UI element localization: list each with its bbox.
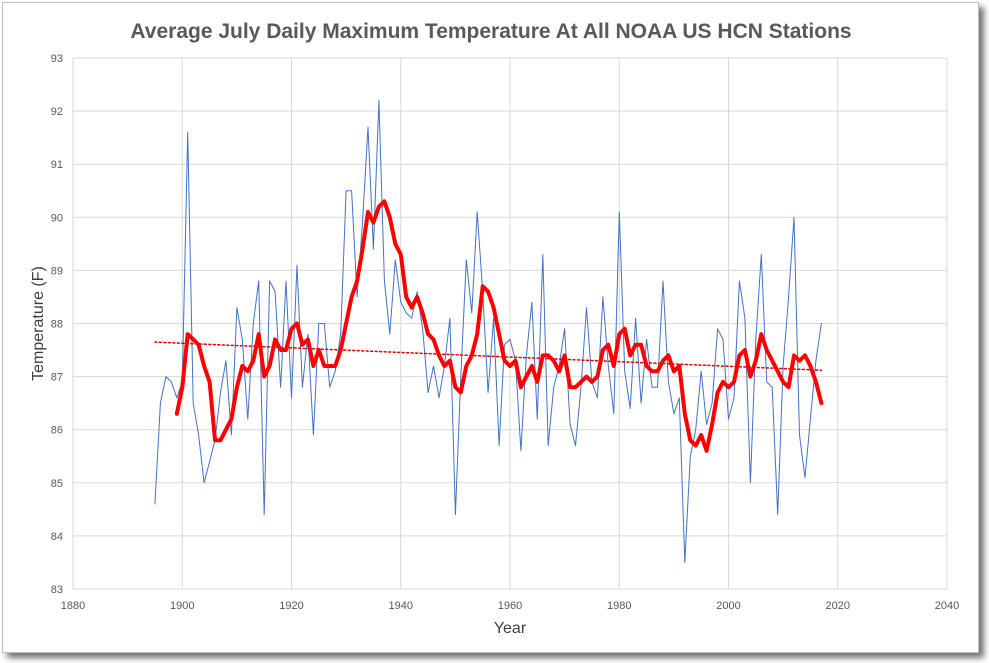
y-tick-label: 91 [51, 159, 63, 171]
y-tick-label: 85 [51, 478, 63, 490]
y-tick-label: 89 [51, 265, 63, 277]
x-tick-label: 2000 [716, 600, 740, 612]
chart-title: Average July Daily Maximum Temperature A… [130, 20, 851, 43]
trend-series-line [154, 341, 823, 371]
y-tick-labels: 83 84 85 86 87 88 89 90 91 92 93 [51, 53, 63, 596]
x-tick-label: 1960 [498, 600, 522, 612]
y-tick-label: 88 [51, 319, 63, 331]
y-tick-label: 84 [51, 531, 63, 543]
y-tick-label: 90 [51, 212, 63, 224]
x-tick-label: 1900 [170, 600, 194, 612]
y-tick-label: 93 [51, 53, 63, 65]
x-tick-label: 1980 [607, 600, 631, 612]
y-tick-label: 87 [51, 372, 63, 384]
series-lines [154, 100, 824, 563]
y-tick-label: 92 [51, 106, 63, 118]
x-tick-label: 1940 [389, 600, 413, 612]
annual-series-line [154, 100, 822, 563]
x-tick-label: 2040 [935, 600, 959, 612]
x-tick-label: 1880 [61, 600, 85, 612]
x-tick-label: 2020 [826, 600, 850, 612]
x-axis-title: Year [494, 620, 527, 637]
x-tick-label: 1920 [279, 600, 303, 612]
y-tick-label: 83 [51, 584, 63, 596]
y-axis-title: Temperature (F) [30, 266, 47, 381]
chart-frame: Average July Daily Maximum Temperature A… [2, 2, 979, 653]
y-tick-label: 86 [51, 425, 63, 437]
chart-svg: Average July Daily Maximum Temperature A… [30, 20, 959, 637]
x-tick-labels: 1880 1900 1920 1940 1960 1980 2000 2020 2040 [61, 600, 959, 612]
moving-average-series-line [174, 199, 824, 453]
gridlines [72, 57, 948, 590]
